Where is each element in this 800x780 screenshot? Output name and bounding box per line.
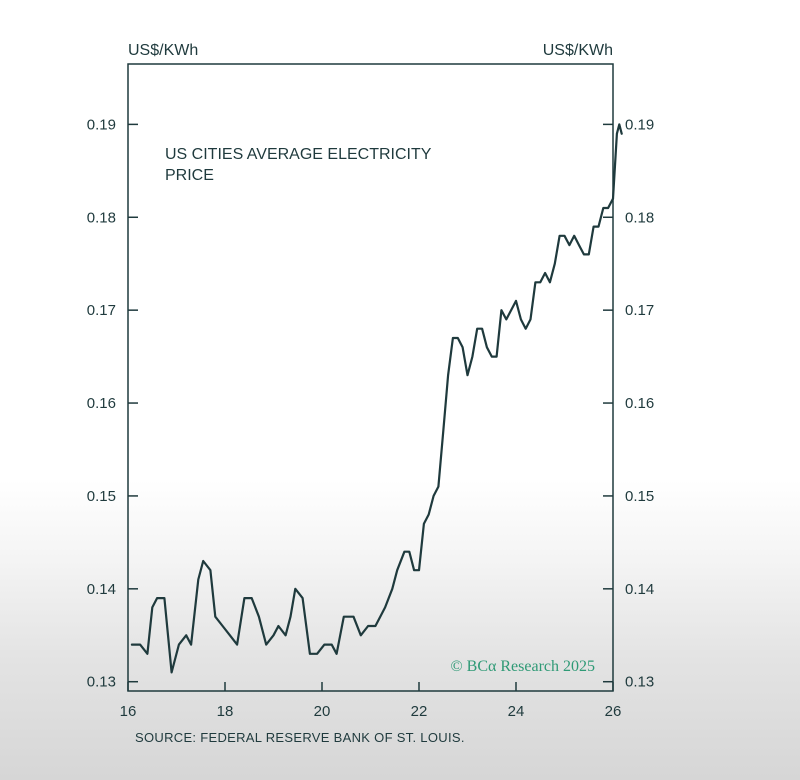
- chart-title-line-2: PRICE: [165, 167, 214, 184]
- brand-watermark: © BCα Research 2025: [450, 658, 595, 675]
- chart-title-line-1: US CITIES AVERAGE ELECTRICITY: [165, 146, 432, 163]
- y-tick-label-right: 0.15: [625, 488, 654, 505]
- y-tick-label-right: 0.16: [625, 395, 654, 412]
- y-tick-label-left: 0.13: [87, 674, 116, 691]
- y-tick-label-left: 0.15: [87, 488, 116, 505]
- y-tick-label-right: 0.17: [625, 302, 654, 319]
- x-tick-label: 22: [411, 703, 428, 720]
- y-tick-label-left: 0.19: [87, 116, 116, 133]
- y-tick-label-left: 0.14: [87, 581, 116, 598]
- y-tick-label-right: 0.14: [625, 581, 654, 598]
- x-tick-label: 16: [120, 703, 137, 720]
- source-note: SOURCE: FEDERAL RESERVE BANK OF ST. LOUI…: [135, 730, 465, 745]
- price-series-line: [130, 123, 623, 674]
- y-tick-label-right: 0.13: [625, 674, 654, 691]
- right-unit-label: US$/KWh: [543, 42, 613, 59]
- plot-frame: [127, 63, 614, 692]
- x-tick-label: 18: [217, 703, 234, 720]
- y-tick-label-left: 0.17: [87, 302, 116, 319]
- y-axis-left: 0.13 0.14 0.15 0.16 0.17 0.18 0.19: [87, 116, 138, 691]
- y-tick-label-left: 0.18: [87, 209, 116, 226]
- y-tick-label-right: 0.18: [625, 209, 654, 226]
- y-tick-label-right: 0.19: [625, 116, 654, 133]
- x-tick-label: 24: [508, 703, 525, 720]
- y-tick-label-left: 0.16: [87, 395, 116, 412]
- x-tick-label: 20: [314, 703, 331, 720]
- y-axis-right: 0.13 0.14 0.15 0.16 0.17 0.18 0.19: [603, 116, 654, 691]
- x-tick-label: 26: [605, 703, 622, 720]
- x-axis: 16 18 20 22 24 26: [120, 682, 622, 720]
- left-unit-label: US$/KWh: [128, 42, 198, 59]
